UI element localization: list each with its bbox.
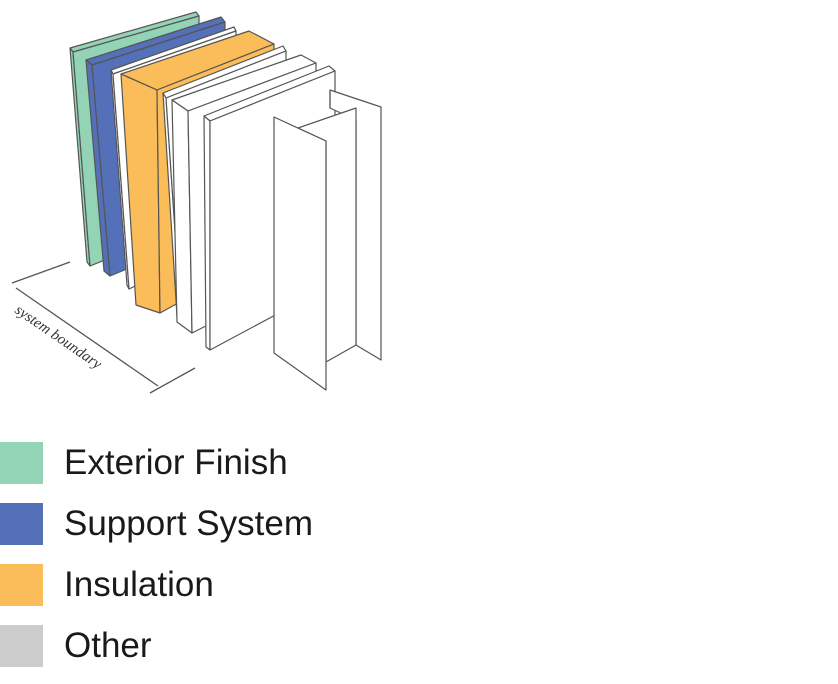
layer-stud — [273, 89, 382, 391]
boundary-dimension-line — [15, 287, 159, 387]
legend-label-exterior-finish: Exterior Finish — [64, 443, 288, 482]
legend-label-support-system: Support System — [64, 504, 313, 543]
legend-label-insulation: Insulation — [64, 565, 214, 604]
legend-swatch-exterior-finish — [0, 442, 43, 484]
boundary-line-front — [149, 367, 196, 394]
legend-label-other: Other — [64, 626, 152, 665]
boundary-label: system boundary — [12, 302, 105, 373]
boundary-line-back — [11, 261, 71, 284]
legend-swatch-support-system — [0, 503, 43, 545]
legend-swatch-other — [0, 625, 43, 667]
legend-swatch-insulation — [0, 564, 43, 606]
